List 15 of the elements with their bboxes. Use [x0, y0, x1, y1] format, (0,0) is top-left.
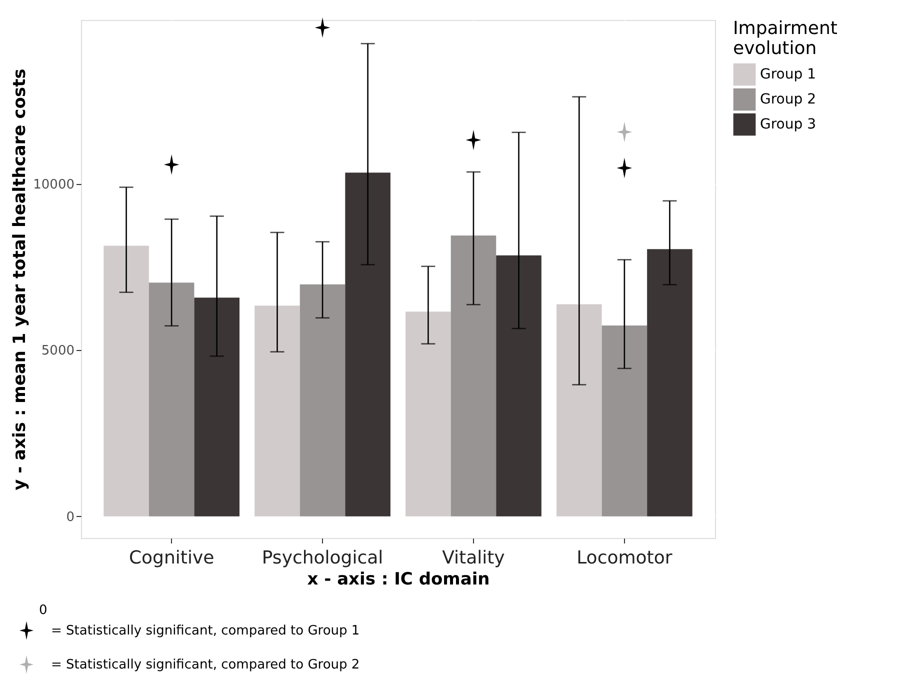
x-tick-label: Cognitive: [128, 548, 214, 568]
legend-title: Impairment evolution: [733, 18, 838, 59]
x-axis-title: x - axis : IC domain: [307, 570, 490, 590]
y-tick-label: 5000: [41, 344, 74, 359]
legend-label: = Statistically significant, compared to Group 1: [51, 624, 360, 638]
x-tick-label: Psychological: [262, 548, 384, 568]
x-tick-label: Locomotor: [576, 548, 673, 568]
y-axis-title: y - axis : mean 1 year total healthcare costs: [10, 68, 30, 490]
legend-label: Group 3: [760, 116, 816, 132]
y-tick-label: 10000: [33, 177, 74, 192]
legend-label: Group 1: [760, 66, 816, 82]
legend-label: Group 2: [760, 92, 816, 108]
legend-label: = Statistically significant, compared to Group 2: [51, 658, 360, 672]
x-tick-label: Vitality: [442, 548, 506, 568]
y-tick-label: 0: [66, 510, 74, 525]
